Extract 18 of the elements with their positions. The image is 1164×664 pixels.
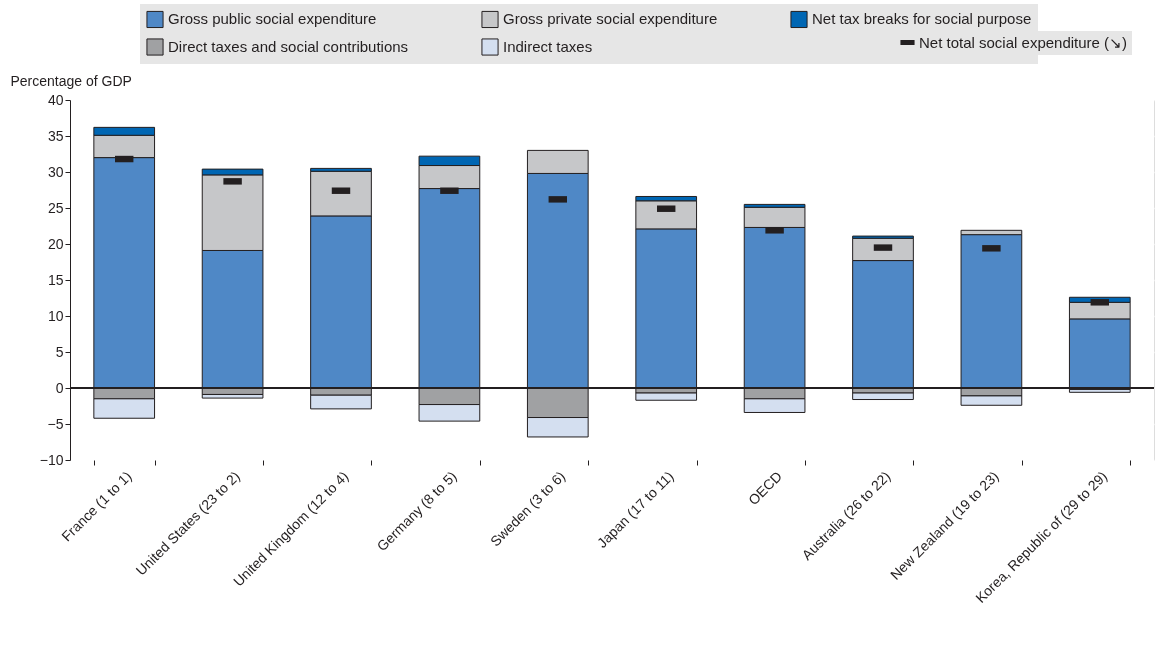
- y-tick-label: 10: [47, 307, 64, 324]
- y-tick-label: −10: [39, 451, 64, 468]
- legend-label: Net total social expenditure (↘): [919, 33, 1128, 51]
- legend-label: Gross private social expenditure: [503, 10, 718, 28]
- legend-label: Gross public social expenditure: [168, 10, 377, 28]
- y-tick-label: 30: [47, 163, 64, 180]
- y-axis-title: Percentage of GDP: [10, 72, 132, 89]
- y-tick-label: −5: [47, 415, 64, 432]
- y-tick-label: 15: [47, 271, 64, 288]
- y-tick-label: 25: [47, 199, 64, 216]
- legend-label: Indirect taxes: [503, 38, 593, 55]
- y-tick-label: 35: [47, 127, 64, 144]
- legend-label: Direct taxes and social contributions: [168, 38, 409, 55]
- y-tick-label: 20: [47, 235, 64, 252]
- y-tick-label: 0: [55, 379, 64, 396]
- y-tick-label: 40: [47, 91, 64, 108]
- y-tick-label: 5: [55, 343, 64, 360]
- legend-label: Net tax breaks for social purpose: [812, 10, 1032, 28]
